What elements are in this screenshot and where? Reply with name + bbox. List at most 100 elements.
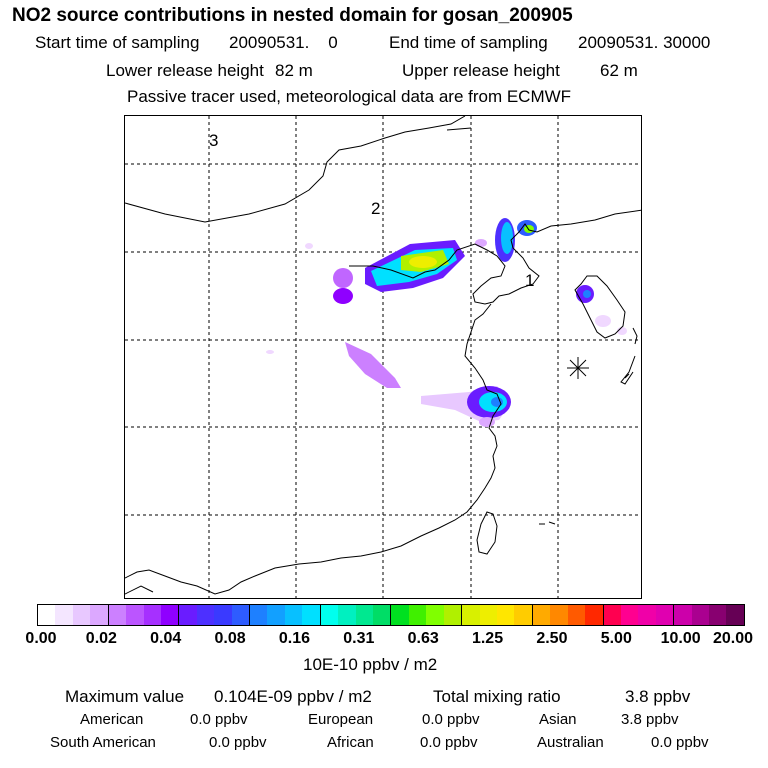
colorbar-segment — [338, 605, 356, 625]
colorbar-segment — [90, 605, 109, 625]
colorbar-segment — [408, 605, 427, 625]
plume-blob — [479, 417, 495, 427]
colorbar-tick-label: 0.04 — [150, 630, 182, 647]
colorbar-segment — [355, 605, 374, 625]
colorbar-segment — [514, 605, 533, 625]
colorbar-segment — [674, 605, 692, 625]
source-name: Asian — [539, 711, 577, 728]
colorbar-segment — [391, 605, 409, 625]
colorbar-segment — [479, 605, 497, 625]
border-line — [446, 127, 472, 131]
colorbar-tick-label: 2.50 — [536, 630, 568, 647]
source-name: Australian — [537, 734, 604, 751]
max-value-label: Maximum value — [65, 687, 185, 706]
lower-release-label: Lower release height — [106, 61, 264, 80]
colorbar-tick-label: 5.00 — [600, 630, 632, 647]
colorbar-unit: 10E-10 ppbv / m2 — [303, 655, 438, 674]
plume-blob — [595, 315, 611, 327]
plume-blob — [333, 288, 353, 304]
source-name: American — [80, 711, 144, 728]
map-panel: 3 2 1 — [124, 115, 642, 599]
region-label-1: 1 — [525, 271, 534, 290]
korea-coast — [574, 275, 626, 339]
taiwan-coast — [476, 511, 498, 555]
colorbar-segment — [373, 605, 392, 625]
island — [548, 521, 556, 525]
colorbar-segment — [443, 605, 463, 625]
plume-blob — [305, 243, 313, 249]
colorbar-segment — [72, 605, 91, 625]
start-time-value: 20090531. 0 — [229, 33, 338, 52]
source-name: European — [308, 711, 374, 728]
plume-blob — [345, 342, 401, 388]
colorbar-segment — [691, 605, 710, 625]
plume-blob — [583, 290, 591, 298]
colorbar-segment — [603, 605, 621, 625]
plume-blob — [333, 268, 353, 288]
total-mixing-value: 3.8 ppbv — [625, 687, 691, 706]
colorbar-segment — [302, 605, 321, 625]
colorbar-segment — [550, 605, 568, 625]
colorbar-segment — [585, 605, 604, 625]
colorbar-segment — [726, 605, 744, 625]
china-coastline — [125, 303, 502, 595]
colorbar-tick-label: 0.63 — [407, 630, 439, 647]
source-value: 0.0 ppbv — [190, 711, 248, 728]
end-time-value: 20090531. 30000 — [578, 33, 711, 52]
meteorology-note: Passive tracer used, meteorological data… — [127, 87, 572, 106]
colorbar-segment — [108, 605, 127, 625]
colorbar-segment — [196, 605, 215, 625]
concentration-field — [266, 218, 627, 427]
colorbar — [37, 604, 745, 626]
end-time-label: End time of sampling — [389, 33, 548, 52]
total-mixing-label: Total mixing ratio — [433, 687, 561, 706]
coastline — [349, 209, 641, 305]
colorbar-segment — [426, 605, 444, 625]
colorbar-tick-label: 20.00 — [712, 630, 754, 647]
colorbar-segment — [496, 605, 515, 625]
colorbar-segment — [179, 605, 197, 625]
colorbar-segment — [143, 605, 161, 625]
lat-lon-grid — [125, 116, 641, 598]
region-label-3: 3 — [209, 131, 218, 150]
plume-blob — [491, 397, 503, 407]
colorbar-segment — [320, 605, 339, 625]
colorbar-tick-label: 10.00 — [660, 630, 701, 647]
upper-release-value: 62 m — [600, 61, 638, 80]
plot-title: NO2 source contributions in nested domai… — [12, 5, 573, 26]
colorbar-segment — [638, 605, 656, 625]
colorbar-segment — [126, 605, 144, 625]
source-value: 0.0 ppbv — [422, 711, 480, 728]
colorbar-segment — [55, 605, 73, 625]
colorbar-segment — [709, 605, 727, 625]
plume-blob — [266, 350, 274, 354]
island — [624, 373, 630, 379]
source-name: African — [327, 734, 374, 751]
plume-blob — [409, 256, 437, 268]
colorbar-segment — [160, 605, 180, 625]
colorbar-segment — [267, 605, 285, 625]
receptor-star-icon — [567, 357, 589, 379]
colorbar-tick-label: 0.00 — [25, 630, 57, 647]
plume-blob — [501, 222, 513, 254]
japan-coast — [620, 355, 636, 385]
source-value: 3.8 ppbv — [621, 711, 679, 728]
start-time-label: Start time of sampling — [35, 33, 200, 52]
source-value: 0.0 ppbv — [651, 734, 709, 751]
colorbar-tick-label: 0.02 — [85, 630, 117, 647]
colorbar-segment — [38, 605, 56, 625]
source-value: 0.0 ppbv — [420, 734, 478, 751]
colorbar-segment — [655, 605, 675, 625]
lower-release-value: 82 m — [275, 61, 313, 80]
colorbar-segment — [231, 605, 251, 625]
colorbar-segment — [462, 605, 480, 625]
colorbar-tick-label: 0.16 — [278, 630, 311, 647]
colorbar-tick-label: 0.08 — [214, 630, 246, 647]
upper-release-label: Upper release height — [402, 61, 560, 80]
colorbar-segment — [214, 605, 232, 625]
coastlines — [125, 116, 641, 595]
colorbar-segment — [620, 605, 639, 625]
colorbar-segment — [284, 605, 303, 625]
region-label-2: 2 — [371, 199, 380, 218]
colorbar-segment — [250, 605, 268, 625]
